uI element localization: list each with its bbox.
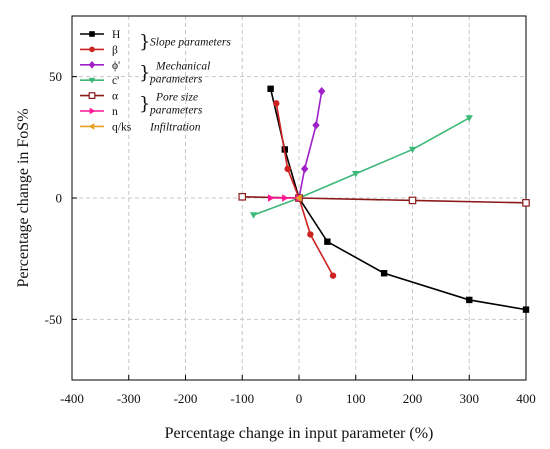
data-point bbox=[238, 192, 247, 201]
series-line bbox=[298, 91, 323, 199]
legend-label: β bbox=[112, 44, 118, 56]
data-point bbox=[408, 146, 417, 154]
data-point bbox=[324, 238, 331, 245]
brace: } bbox=[139, 32, 150, 53]
data-point bbox=[466, 296, 473, 304]
series-7 bbox=[295, 194, 302, 202]
x-tick-label: -400 bbox=[60, 391, 84, 406]
data-point bbox=[282, 194, 289, 202]
legend-label: α bbox=[112, 91, 118, 103]
x-tick-label: 400 bbox=[516, 391, 536, 406]
data-point bbox=[329, 272, 337, 279]
legend-item: H bbox=[80, 29, 120, 41]
data-point bbox=[522, 306, 530, 313]
x-tick-label: -200 bbox=[174, 391, 198, 406]
legend: Hβϕ'c'αnq/ks} Slope parameters} Mechanical… bbox=[80, 29, 231, 133]
group-label: Infiltration bbox=[149, 121, 201, 133]
data-point bbox=[380, 270, 388, 277]
legend-marker bbox=[88, 123, 95, 130]
legend-group-annotation: Infiltration bbox=[149, 121, 201, 133]
x-tick-label: 300 bbox=[460, 391, 480, 406]
data-point bbox=[267, 194, 275, 202]
legend-marker bbox=[88, 92, 96, 100]
group-label: Slope parameters bbox=[150, 37, 231, 49]
legend-item: c' bbox=[80, 75, 119, 87]
x-tick-label: 200 bbox=[403, 391, 423, 406]
y-tick-label: 50 bbox=[49, 69, 62, 84]
legend-marker bbox=[89, 46, 95, 53]
series-1 bbox=[267, 85, 530, 313]
legend-item: n bbox=[80, 106, 118, 118]
data-point bbox=[522, 199, 530, 207]
legend-item: q/ks bbox=[80, 121, 132, 133]
data-point bbox=[318, 87, 326, 96]
legend-marker bbox=[89, 107, 96, 115]
x-tick-label: 100 bbox=[346, 391, 366, 406]
data-point bbox=[465, 115, 473, 122]
data-point bbox=[273, 100, 280, 107]
legend-label: c' bbox=[112, 75, 119, 87]
group-label: Pore size bbox=[155, 91, 198, 103]
x-axis-title: Percentage change in input parameter (%) bbox=[165, 425, 434, 442]
legend-item: ϕ' bbox=[80, 60, 120, 72]
data-point bbox=[295, 194, 302, 202]
legend-item: β bbox=[80, 44, 118, 56]
y-axis-title: Percentage change in FoS% bbox=[15, 108, 32, 287]
legend-item: α bbox=[80, 91, 118, 103]
legend-label: n bbox=[112, 106, 118, 118]
x-tick-label: -300 bbox=[117, 391, 141, 406]
data-point bbox=[312, 121, 320, 130]
tick-labels: -400 -300 -200 -100 0 100 200 300 400 -50 0 50 bbox=[45, 69, 536, 406]
series-3 bbox=[295, 87, 326, 203]
data-point bbox=[284, 165, 291, 173]
series-2 bbox=[273, 100, 337, 279]
data-point bbox=[249, 212, 258, 219]
group-label: Mechanical bbox=[155, 61, 210, 73]
legend-marker bbox=[88, 61, 96, 69]
data-point bbox=[352, 171, 360, 178]
y-tick-label: -50 bbox=[45, 312, 62, 327]
group-label: parameters bbox=[149, 74, 203, 86]
axis-ticks bbox=[71, 76, 527, 380]
data-point bbox=[307, 231, 314, 238]
legend-label: H bbox=[112, 29, 120, 41]
data-point bbox=[408, 196, 417, 205]
series-layer bbox=[238, 85, 530, 313]
series-line bbox=[269, 88, 527, 311]
brace: } bbox=[139, 63, 150, 84]
x-tick-label: 0 bbox=[296, 391, 303, 406]
series-line bbox=[275, 103, 334, 277]
legend-marker bbox=[89, 31, 95, 37]
legend-label: q/ks bbox=[112, 121, 132, 133]
data-point bbox=[300, 164, 309, 174]
y-tick-label: 0 bbox=[56, 191, 63, 206]
data-point bbox=[267, 85, 274, 92]
legend-label: ϕ' bbox=[112, 60, 120, 72]
series-4 bbox=[249, 115, 473, 219]
group-label: parameters bbox=[149, 104, 203, 116]
legend-group-annotation: } Slope parameters bbox=[139, 32, 231, 53]
legend-marker bbox=[88, 77, 96, 84]
x-tick-label: -100 bbox=[230, 391, 254, 406]
brace: } bbox=[139, 93, 150, 114]
